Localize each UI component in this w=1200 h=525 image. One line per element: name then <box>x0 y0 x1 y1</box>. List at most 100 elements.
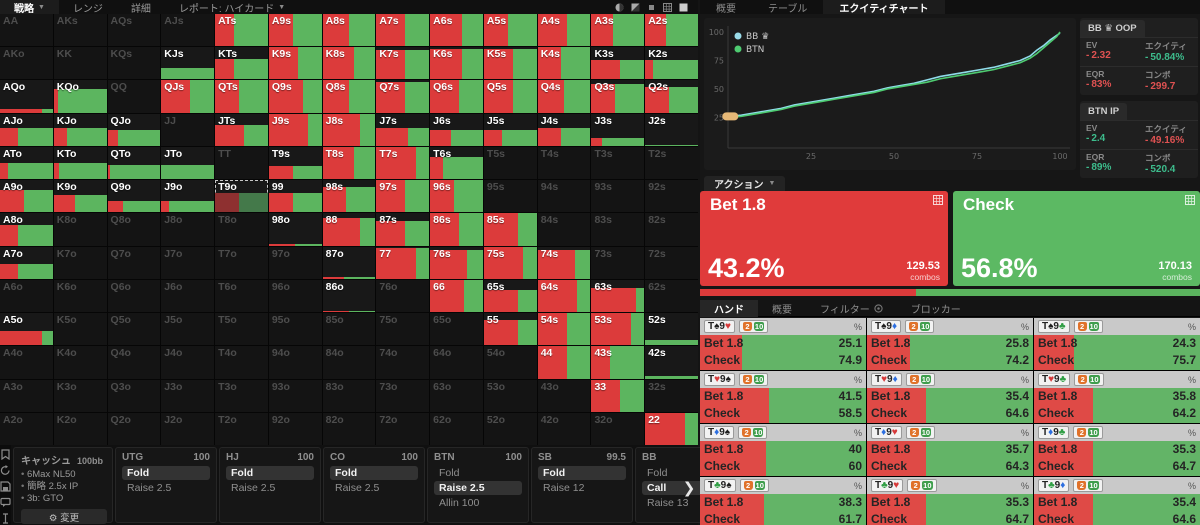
matrix-cell-85o[interactable]: 85o <box>322 313 376 346</box>
matrix-cell-33[interactable]: 33 <box>591 379 645 412</box>
matrix-cell-86s[interactable]: 86s <box>430 213 483 246</box>
matrix-cell-54o[interactable]: 54o <box>483 346 537 379</box>
node-action[interactable]: Fold <box>538 466 626 480</box>
combo-card[interactable]: T ♥ 9 ♠ 2 10% Bet 1.8 41.5 Check 58.5 <box>700 371 866 423</box>
node-action[interactable]: Allin 100 <box>439 497 480 509</box>
matrix-cell-84o[interactable]: 84o <box>322 346 376 379</box>
position-node-hj[interactable]: HJ 100 Fold Raise 2.5 <box>219 447 321 523</box>
matrix-cell-53o[interactable]: 53o <box>483 379 537 412</box>
matrix-view-icon[interactable] <box>933 195 943 205</box>
matrix-cell-A6o[interactable]: A6o <box>0 279 53 313</box>
matrix-cell-62s[interactable]: 62s <box>645 279 698 313</box>
matrix-cell-43o[interactable]: 43o <box>537 379 591 412</box>
grid-large-icon[interactable] <box>679 3 688 12</box>
matrix-view-icon[interactable] <box>1185 195 1195 205</box>
matrix-cell-AKo[interactable]: AKo <box>0 47 53 80</box>
matrix-cell-32s[interactable]: 32s <box>645 379 698 412</box>
matrix-cell-92o[interactable]: 92o <box>268 412 322 445</box>
matrix-cell-T5o[interactable]: T5o <box>215 313 268 346</box>
matrix-cell-QTo[interactable]: QTo <box>107 146 161 180</box>
position-node-sb[interactable]: SB 99.5 Fold Raise 12 <box>531 447 633 523</box>
tab-analysis[interactable]: テーブル <box>768 3 808 15</box>
ibeam-icon[interactable] <box>0 513 11 524</box>
matrix-cell-76s[interactable]: 76s <box>430 246 483 279</box>
matrix-cell-Q5o[interactable]: Q5o <box>107 313 161 346</box>
matrix-cell-87o[interactable]: 87o <box>322 246 376 279</box>
node-action[interactable]: Raise 2.5 <box>335 482 380 494</box>
matrix-cell-52o[interactable]: 52o <box>483 412 537 445</box>
matrix-cell-AJs[interactable]: AJs <box>161 14 215 47</box>
matrix-cell-QJs[interactable]: QJs <box>161 80 215 113</box>
matrix-cell-T4o[interactable]: T4o <box>215 346 268 379</box>
combo-card[interactable]: T ♠ 9 ♥ 2 10% Bet 1.8 25.1 Check 74.9 <box>700 318 866 370</box>
matrix-cell-54s[interactable]: 54s <box>537 313 591 346</box>
matrix-cell-Q6s[interactable]: Q6s <box>430 80 483 113</box>
matrix-cell-JTs[interactable]: JTs <box>215 113 268 146</box>
matrix-cell-72s[interactable]: 72s <box>645 246 698 279</box>
matrix-cell-J2s[interactable]: J2s <box>645 113 698 146</box>
matrix-cell-K8s[interactable]: K8s <box>322 47 376 80</box>
matrix-cell-AKs[interactable]: AKs <box>53 14 107 47</box>
matrix-cell-86o[interactable]: 86o <box>322 279 376 313</box>
matrix-cell-AQo[interactable]: AQo <box>0 80 53 113</box>
menu-item[interactable]: 詳細 <box>117 0 165 15</box>
matrix-cell-T5s[interactable]: T5s <box>483 146 537 180</box>
matrix-cell-K4s[interactable]: K4s <box>537 47 591 80</box>
matrix-cell-74o[interactable]: 74o <box>376 346 430 379</box>
matrix-cell-97s[interactable]: 97s <box>376 180 430 213</box>
matrix-cell-98o[interactable]: 98o <box>268 213 322 246</box>
matrix-cell-Q7o[interactable]: Q7o <box>107 246 161 279</box>
hand-tab-ブロッカー[interactable]: ブロッカー <box>897 300 975 317</box>
menu-item[interactable]: 戦略 ▼ <box>0 0 59 15</box>
matrix-cell-T8s[interactable]: T8s <box>322 146 376 180</box>
position-node-btn[interactable]: BTN 100 Fold Raise 2.5 Allin 100 <box>427 447 529 523</box>
matrix-cell-A9s[interactable]: A9s <box>268 14 322 47</box>
matrix-cell-J6s[interactable]: J6s <box>430 113 483 146</box>
tab-active-analysis[interactable]: エクイティチャート <box>823 0 945 15</box>
combo-card[interactable]: T ♦ 9 ♥ 2 10% Bet 1.8 35.7 Check 64.3 <box>867 424 1033 476</box>
matrix-cell-J9s[interactable]: J9s <box>268 113 322 146</box>
position-node-utg[interactable]: UTG 100 Fold Raise 2.5 <box>115 447 217 523</box>
matrix-cell-A3s[interactable]: A3s <box>591 14 645 47</box>
matrix-cell-82s[interactable]: 82s <box>645 213 698 246</box>
bookmark-icon[interactable] <box>0 449 11 460</box>
combo-card[interactable]: T ♥ 9 ♣ 2 10% Bet 1.8 35.8 Check 64.2 <box>1034 371 1200 423</box>
matrix-cell-A2s[interactable]: A2s <box>645 14 698 47</box>
node-action[interactable]: Fold <box>330 466 418 480</box>
matrix-cell-ATs[interactable]: ATs <box>215 14 268 47</box>
matrix-cell-J7s[interactable]: J7s <box>376 113 430 146</box>
matrix-cell-AQs[interactable]: AQs <box>107 14 161 47</box>
matrix-cell-QTs[interactable]: QTs <box>215 80 268 113</box>
matrix-cell-J6o[interactable]: J6o <box>161 279 215 313</box>
matrix-cell-KK[interactable]: KK <box>53 47 107 80</box>
matrix-cell-T7s[interactable]: T7s <box>376 146 430 180</box>
matrix-cell-83o[interactable]: 83o <box>322 379 376 412</box>
matrix-cell-96o[interactable]: 96o <box>268 279 322 313</box>
matrix-cell-KQo[interactable]: KQo <box>53 80 107 113</box>
matrix-cell-96s[interactable]: 96s <box>430 180 483 213</box>
matrix-cell-64s[interactable]: 64s <box>537 279 591 313</box>
matrix-cell-44[interactable]: 44 <box>537 346 591 379</box>
matrix-cell-Q3o[interactable]: Q3o <box>107 379 161 412</box>
combo-card[interactable]: T ♠ 9 ♦ 2 10% Bet 1.8 25.8 Check 74.2 <box>867 318 1033 370</box>
change-settings-button[interactable]: ⚙ 変更 <box>21 509 107 524</box>
matrix-cell-TT[interactable]: TT <box>215 146 268 180</box>
matrix-cell-42o[interactable]: 42o <box>537 412 591 445</box>
matrix-cell-T9s[interactable]: T9s <box>268 146 322 180</box>
matrix-cell-Q5s[interactable]: Q5s <box>483 80 537 113</box>
matrix-cell-T9o[interactable]: T9o <box>215 180 268 213</box>
matrix-cell-Q3s[interactable]: Q3s <box>591 80 645 113</box>
matrix-cell-A7o[interactable]: A7o <box>0 246 53 279</box>
matrix-cell-K3o[interactable]: K3o <box>53 379 107 412</box>
matrix-cell-JTo[interactable]: JTo <box>161 146 215 180</box>
matrix-cell-97o[interactable]: 97o <box>268 246 322 279</box>
action-card-bet-1-8[interactable]: Bet 1.8 43.2% 129.53 combos <box>700 191 948 286</box>
hand-tab-概要[interactable]: 概要 <box>758 300 806 317</box>
matrix-cell-65s[interactable]: 65s <box>483 279 537 313</box>
matrix-cell-63o[interactable]: 63o <box>430 379 483 412</box>
matrix-cell-A4o[interactable]: A4o <box>0 346 53 379</box>
matrix-cell-A6s[interactable]: A6s <box>430 14 483 47</box>
combo-card[interactable]: T ♣ 9 ♠ 2 10% Bet 1.8 38.3 Check 61.7 <box>700 477 866 525</box>
combo-card[interactable]: T ♠ 9 ♣ 2 10% Bet 1.8 24.3 Check 75.7 <box>1034 318 1200 370</box>
matrix-cell-74s[interactable]: 74s <box>537 246 591 279</box>
